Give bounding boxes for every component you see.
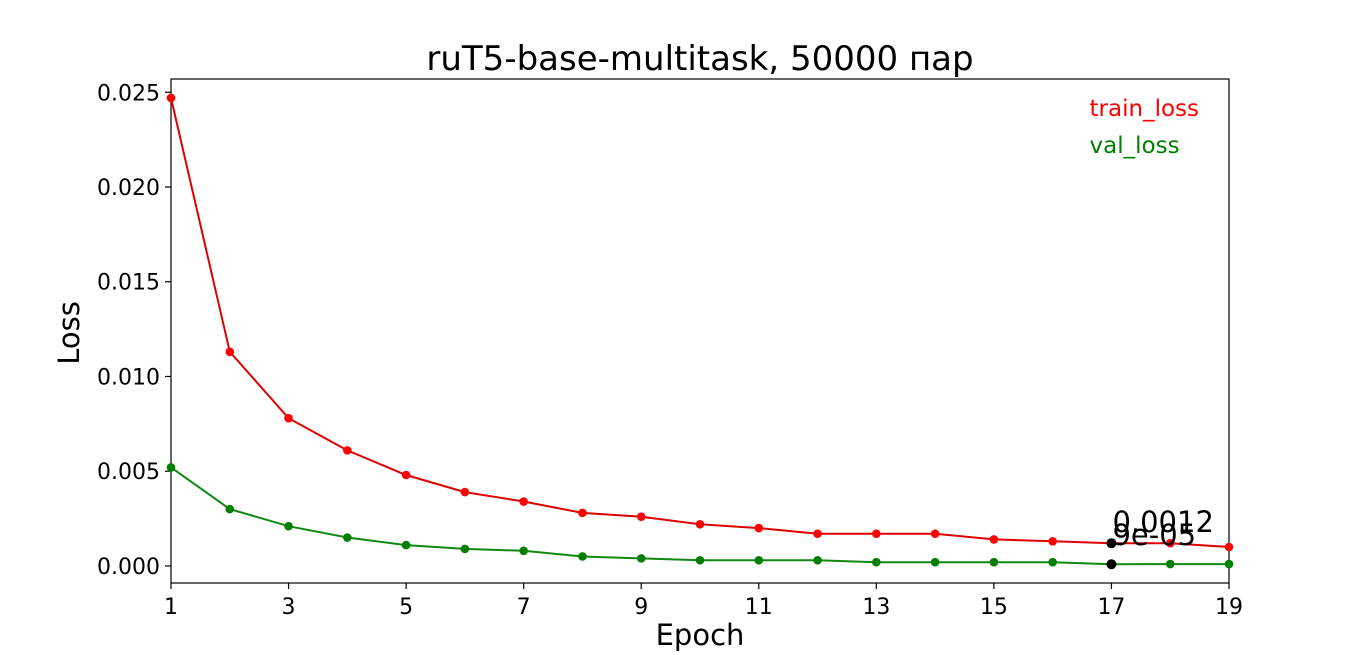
data-point-val_loss (1165, 559, 1175, 569)
x-tick-label: 13 (862, 595, 890, 620)
data-point-train_loss (343, 446, 352, 455)
annotation-marker (1106, 559, 1117, 570)
x-tick-label: 1 (164, 595, 178, 620)
x-tick-label: 11 (745, 595, 773, 620)
axes-frame (170, 78, 1230, 584)
data-point-val_loss (578, 552, 587, 561)
data-point-val_loss (636, 554, 646, 563)
data-point-train_loss (284, 413, 293, 423)
data-point-train_loss (1224, 542, 1234, 552)
data-point-train_loss (166, 93, 176, 103)
data-point-train_loss (460, 487, 470, 497)
data-point-train_loss (754, 523, 764, 533)
data-point-train_loss (578, 508, 587, 518)
data-point-train_loss (519, 497, 528, 506)
data-point-val_loss (989, 557, 999, 567)
y-tick-label: 0.015 (97, 271, 160, 296)
data-point-val_loss (519, 546, 528, 556)
series-line-train_loss (170, 97, 1230, 548)
x-tick-label: 15 (980, 595, 1008, 620)
x-tick-label: 5 (399, 595, 413, 620)
data-point-train_loss (695, 519, 705, 529)
series-line-val_loss (170, 466, 1229, 566)
data-point-val_loss (813, 555, 822, 565)
data-point-val_loss (930, 557, 940, 567)
data-point-train_loss (636, 512, 646, 521)
x-tick-label: 9 (634, 595, 648, 620)
data-point-train_loss (989, 535, 999, 544)
data-point-train_loss (1165, 538, 1175, 548)
chart-title: ruT5-base-multitask, 50000 пар (426, 39, 973, 79)
data-point-train_loss (813, 529, 822, 539)
data-point-train_loss (401, 470, 411, 480)
plot-area: 1 3 5 7 9 11 13 15 17 190.0000.0050.0100.0150.020… (97, 78, 1243, 620)
y-axis-label: Loss (52, 301, 86, 365)
y-tick-label: 0.005 (97, 460, 160, 485)
data-point-train_loss (225, 347, 235, 357)
data-point-val_loss (695, 555, 705, 565)
data-point-val_loss (166, 463, 176, 472)
annotation-label: 0.0012 (1112, 505, 1213, 539)
x-tick-label: 19 (1215, 595, 1243, 620)
data-point-train_loss (872, 529, 881, 539)
legend-entry-train_loss: train_loss (1090, 96, 1199, 122)
data-point-val_loss (754, 555, 764, 565)
data-point-val_loss (1224, 559, 1234, 569)
legend-entry-val_loss: val_loss (1090, 133, 1180, 159)
data-point-val_loss (225, 504, 235, 514)
y-tick-label: 0.000 (97, 555, 160, 580)
data-point-val_loss (872, 557, 881, 567)
annotation-marker (1106, 538, 1117, 549)
data-point-val_loss (343, 533, 352, 542)
x-tick-label: 17 (1097, 595, 1125, 620)
x-axis-label: Epoch (656, 618, 745, 652)
data-point-val_loss (401, 540, 411, 550)
x-tick-label: 3 (282, 595, 296, 620)
data-point-train_loss (930, 529, 940, 539)
y-tick-label: 0.010 (97, 365, 160, 390)
data-point-val_loss (1048, 557, 1057, 567)
data-point-val_loss (460, 544, 470, 554)
data-point-train_loss (1048, 537, 1057, 546)
data-point-val_loss (284, 521, 293, 531)
y-tick-label: 0.020 (97, 176, 160, 201)
annotation-label: 9e-05 (1112, 518, 1196, 552)
y-tick-label: 0.025 (97, 81, 160, 106)
x-tick-label: 7 (517, 595, 531, 620)
